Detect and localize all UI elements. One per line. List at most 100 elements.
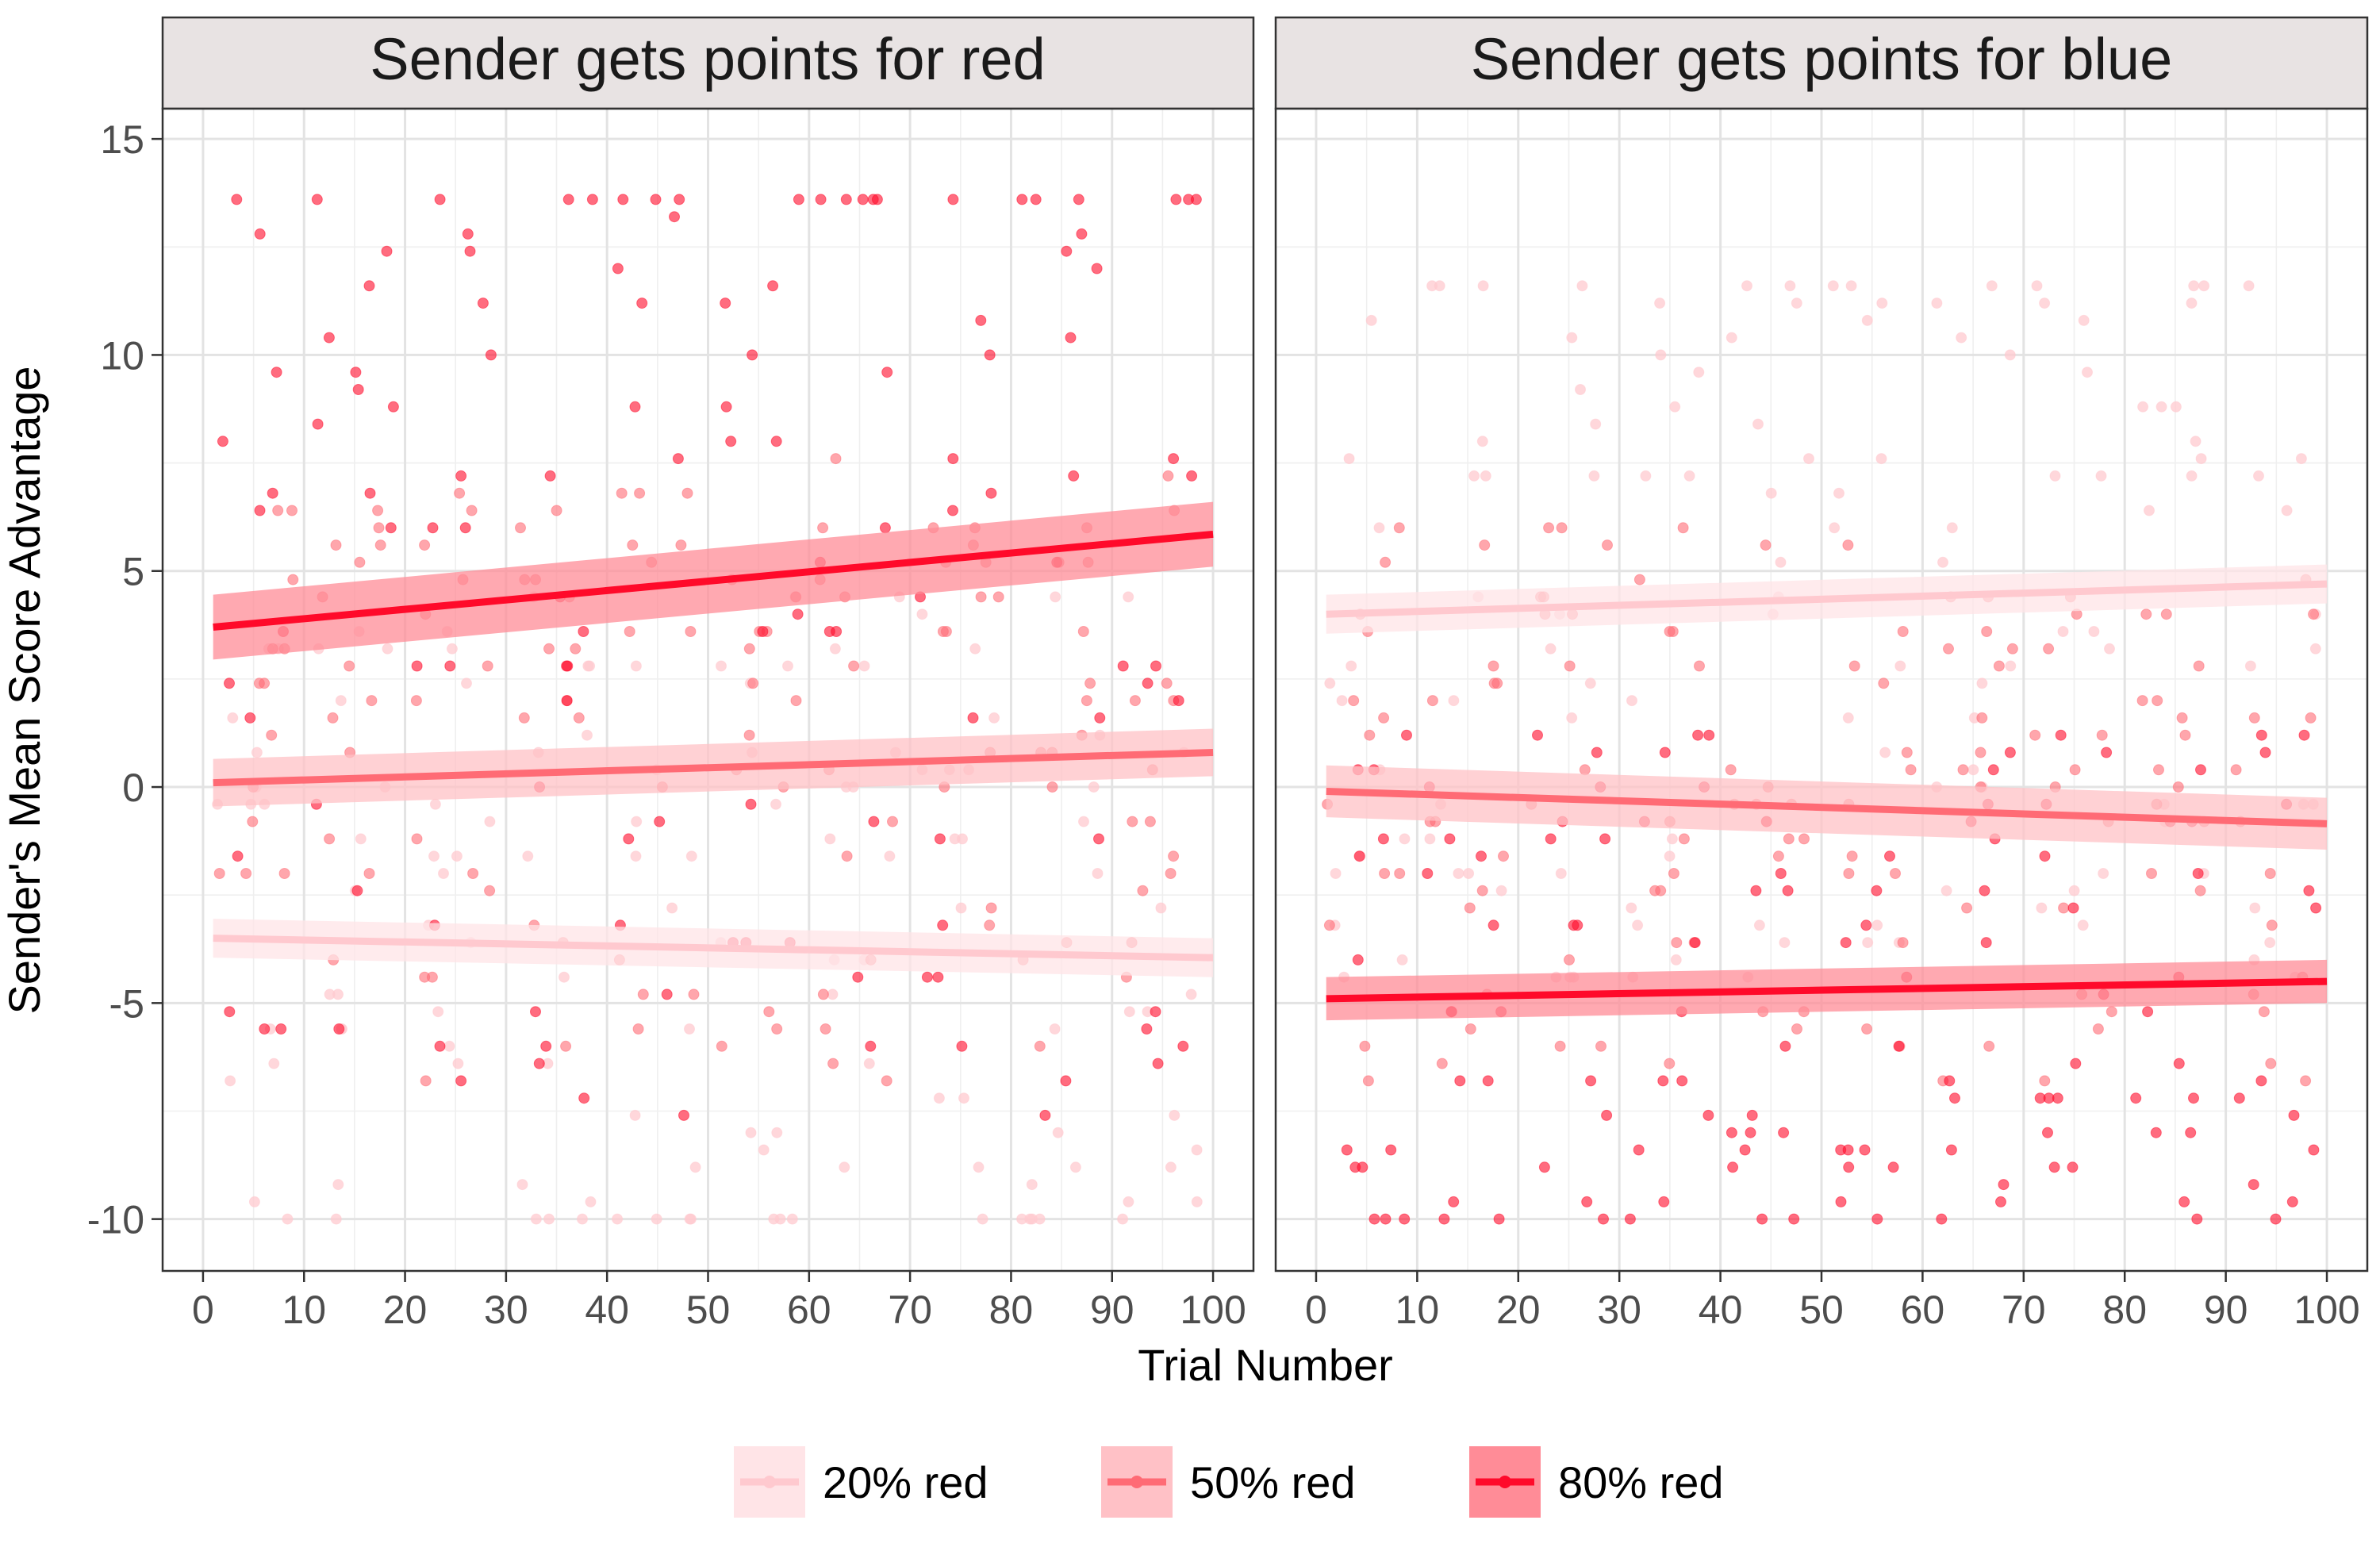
data-point [2266, 919, 2278, 931]
data-point [1979, 885, 1990, 896]
data-point [1843, 1161, 1855, 1173]
data-point [2186, 298, 2198, 309]
data-point [1677, 522, 1689, 534]
data-point [1078, 816, 1089, 827]
y-tick-label: -5 [109, 981, 144, 1026]
data-point [372, 505, 384, 516]
data-point [1482, 1075, 1494, 1087]
fit-line [1326, 787, 2328, 827]
data-point [248, 1196, 260, 1207]
data-point [1034, 1040, 1046, 1052]
data-point [1890, 868, 1901, 879]
data-point [1760, 539, 1772, 551]
data-point [988, 712, 1000, 724]
data-point [1633, 574, 1645, 585]
data-point [1669, 401, 1681, 413]
data-point [2043, 1092, 2055, 1104]
data-point [2146, 868, 2157, 879]
data-point [2248, 1179, 2259, 1191]
x-tick-label: 60 [1901, 1288, 1945, 1332]
data-point [1657, 1075, 1669, 1087]
data-point [743, 729, 755, 741]
data-point [1595, 1040, 1606, 1052]
data-point [1897, 937, 1909, 949]
data-point [1658, 1196, 1670, 1207]
data-point [467, 868, 479, 879]
data-point [792, 608, 804, 620]
data-point [2248, 712, 2260, 724]
data-point [2101, 747, 2113, 758]
data-point [782, 660, 793, 672]
data-point [1871, 885, 1883, 896]
legend: 20% red 50% red 80% red [734, 1446, 1724, 1518]
data-point [969, 643, 981, 654]
data-point [1752, 418, 1764, 430]
data-point [771, 1023, 783, 1035]
y-tick-label: -10 [87, 1198, 144, 1242]
data-point [410, 695, 422, 707]
data-point [955, 902, 967, 914]
data-point [632, 1023, 644, 1035]
fit-line [1326, 977, 2328, 1003]
data-point [1624, 1213, 1636, 1225]
data-point [2255, 729, 2267, 741]
data-point [2155, 401, 2167, 413]
data-point [1069, 1161, 1081, 1173]
data-point [937, 919, 949, 931]
data-point [330, 539, 342, 551]
data-point [2243, 280, 2255, 292]
data-point [2036, 902, 2048, 914]
data-point [2170, 401, 2182, 413]
facet-strip [161, 16, 1255, 110]
data-point [916, 608, 928, 620]
data-point [1476, 850, 1487, 862]
data-point [217, 436, 228, 447]
data-point [1946, 522, 1958, 534]
data-point [2288, 1109, 2300, 1121]
data-point [259, 678, 271, 689]
data-point [1377, 833, 1389, 845]
data-point [518, 712, 530, 724]
data-point [1667, 626, 1679, 637]
data-point [1981, 626, 1993, 637]
data-point [1399, 1213, 1411, 1225]
legend-item: 50% red [1101, 1446, 1356, 1518]
data-point [1893, 1040, 1905, 1052]
data-point [757, 626, 769, 637]
data-point [1632, 919, 1644, 931]
data-point [1394, 868, 1406, 879]
data-point [1775, 868, 1787, 879]
data-point [2233, 1092, 2245, 1104]
data-point [323, 332, 335, 344]
data-point [2195, 764, 2206, 776]
data-point [975, 591, 987, 603]
data-point [1845, 280, 1857, 292]
data-point [1791, 298, 1802, 309]
fit-lines [213, 530, 1214, 962]
data-point [716, 1040, 727, 1052]
data-point [852, 971, 864, 983]
fit-lines [1326, 580, 2328, 1003]
data-point [1591, 747, 1603, 758]
data-point [420, 1075, 432, 1087]
data-point [1556, 522, 1568, 534]
data-point [2264, 937, 2276, 949]
data-point [688, 988, 700, 1000]
x-tick-label: 50 [1799, 1288, 1844, 1332]
data-point [767, 280, 779, 292]
data-point [2150, 1127, 2162, 1138]
data-point [232, 850, 244, 862]
data-point [863, 1058, 875, 1069]
gridlines [163, 109, 1253, 1271]
data-point [560, 1040, 572, 1052]
data-point [1878, 678, 1890, 689]
data-point [858, 660, 870, 672]
data-point [1664, 850, 1676, 862]
data-point [364, 487, 376, 499]
data-point [612, 263, 624, 274]
y-axis-ticks: -10 -5 0 5 10 15 [87, 117, 163, 1242]
data-point [1545, 833, 1557, 845]
x-tick-label: 90 [1090, 1288, 1134, 1332]
data-point [1859, 1144, 1871, 1156]
data-point [1065, 332, 1077, 344]
